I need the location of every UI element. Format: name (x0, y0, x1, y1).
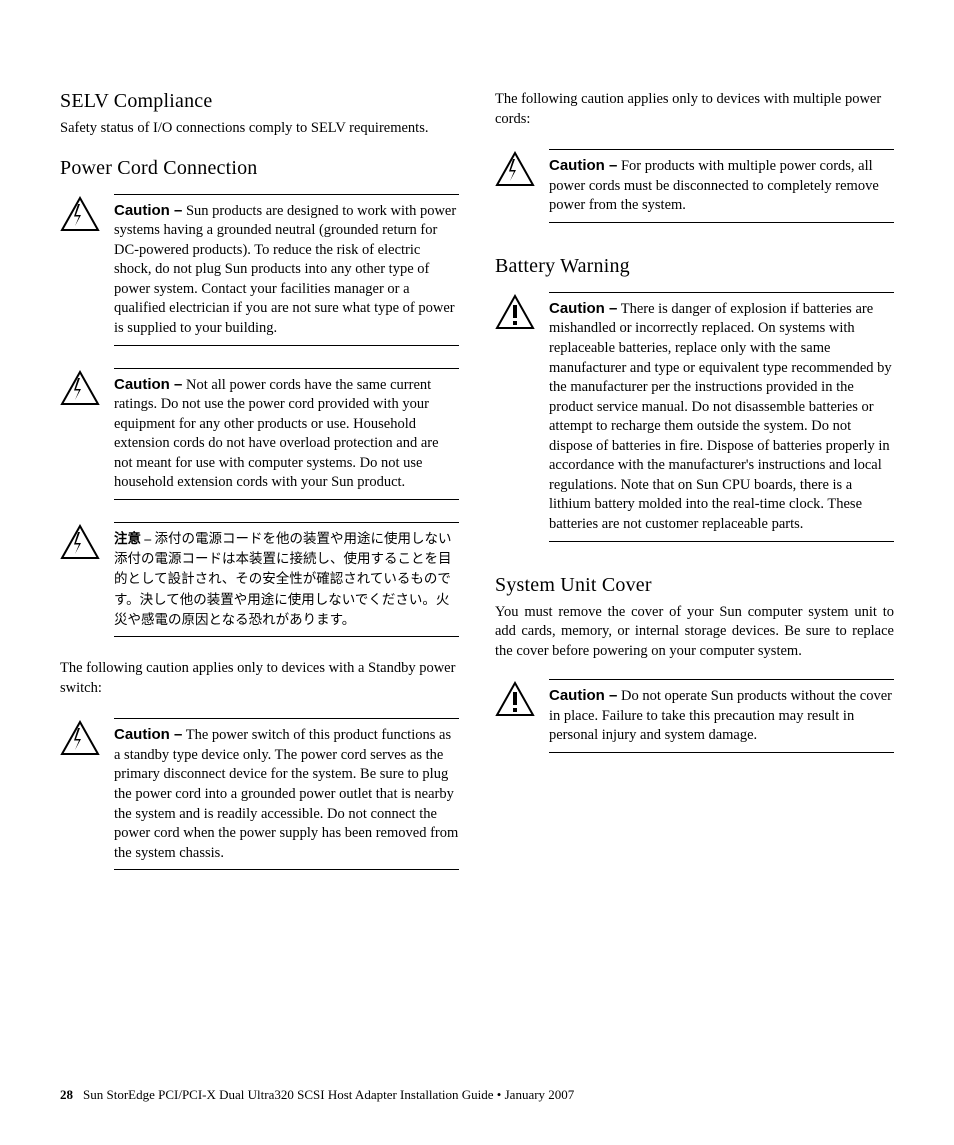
caution-text: Not all power cords have the same curren… (114, 377, 439, 491)
caution-label: Caution – (549, 687, 617, 704)
caution-text: Sun products are designed to work with p… (114, 203, 456, 336)
page-number: 28 (60, 1087, 73, 1102)
caution-text: There is danger of explosion if batterie… (549, 301, 892, 532)
cover-body: You must remove the cover of your Sun co… (495, 603, 894, 662)
cover-title: System Unit Cover (495, 574, 894, 597)
battery-title: Battery Warning (495, 255, 894, 278)
power-cord-title: Power Cord Connection (60, 157, 459, 180)
right-column: The following caution applies only to de… (495, 90, 894, 884)
caution-block: Caution – The power switch of this produ… (60, 718, 459, 870)
electrical-hazard-icon (60, 194, 100, 346)
standby-intro: The following caution applies only to de… (60, 659, 459, 698)
caution-text: The power switch of this product functio… (114, 727, 458, 860)
caution-block: Caution – Sun products are designed to w… (60, 194, 459, 346)
caution-text-jp2: 添付の電源コードは本装置に接続し、使用することを目的として設計され、その安全性が… (114, 551, 452, 627)
caution-label: Caution – (114, 202, 182, 219)
page-footer: 28 Sun StorEdge PCI/PCI-X Dual Ultra320 S… (60, 1087, 574, 1103)
caution-block: Caution – Not all power cords have the s… (60, 368, 459, 500)
left-column: SELV Compliance Safety status of I/O con… (60, 90, 459, 884)
caution-block-japanese: 注意 – 添付の電源コードを他の装置や用途に使用しない 添付の電源コードは本装置… (60, 522, 459, 637)
selv-body: Safety status of I/O connections comply … (60, 119, 459, 139)
caution-label: Caution – (549, 157, 617, 174)
electrical-hazard-icon (495, 149, 535, 223)
selv-title: SELV Compliance (60, 90, 459, 113)
caution-label: Caution – (114, 376, 182, 393)
multi-cord-intro: The following caution applies only to de… (495, 90, 894, 129)
caution-label: Caution – (114, 726, 182, 743)
electrical-hazard-icon (60, 522, 100, 637)
caution-label-jp: 注意 – (114, 531, 151, 546)
two-column-layout: SELV Compliance Safety status of I/O con… (60, 90, 894, 884)
footer-text: Sun StorEdge PCI/PCI-X Dual Ultra320 SCS… (83, 1087, 574, 1102)
warning-icon (495, 679, 535, 753)
warning-icon (495, 292, 535, 542)
caution-text-jp1: 添付の電源コードを他の装置や用途に使用しない (151, 531, 451, 546)
caution-block: Caution – There is danger of explosion i… (495, 292, 894, 542)
electrical-hazard-icon (60, 718, 100, 870)
electrical-hazard-icon (60, 368, 100, 500)
caution-block: Caution – Do not operate Sun products wi… (495, 679, 894, 753)
caution-label: Caution – (549, 300, 617, 317)
caution-block: Caution – For products with multiple pow… (495, 149, 894, 223)
